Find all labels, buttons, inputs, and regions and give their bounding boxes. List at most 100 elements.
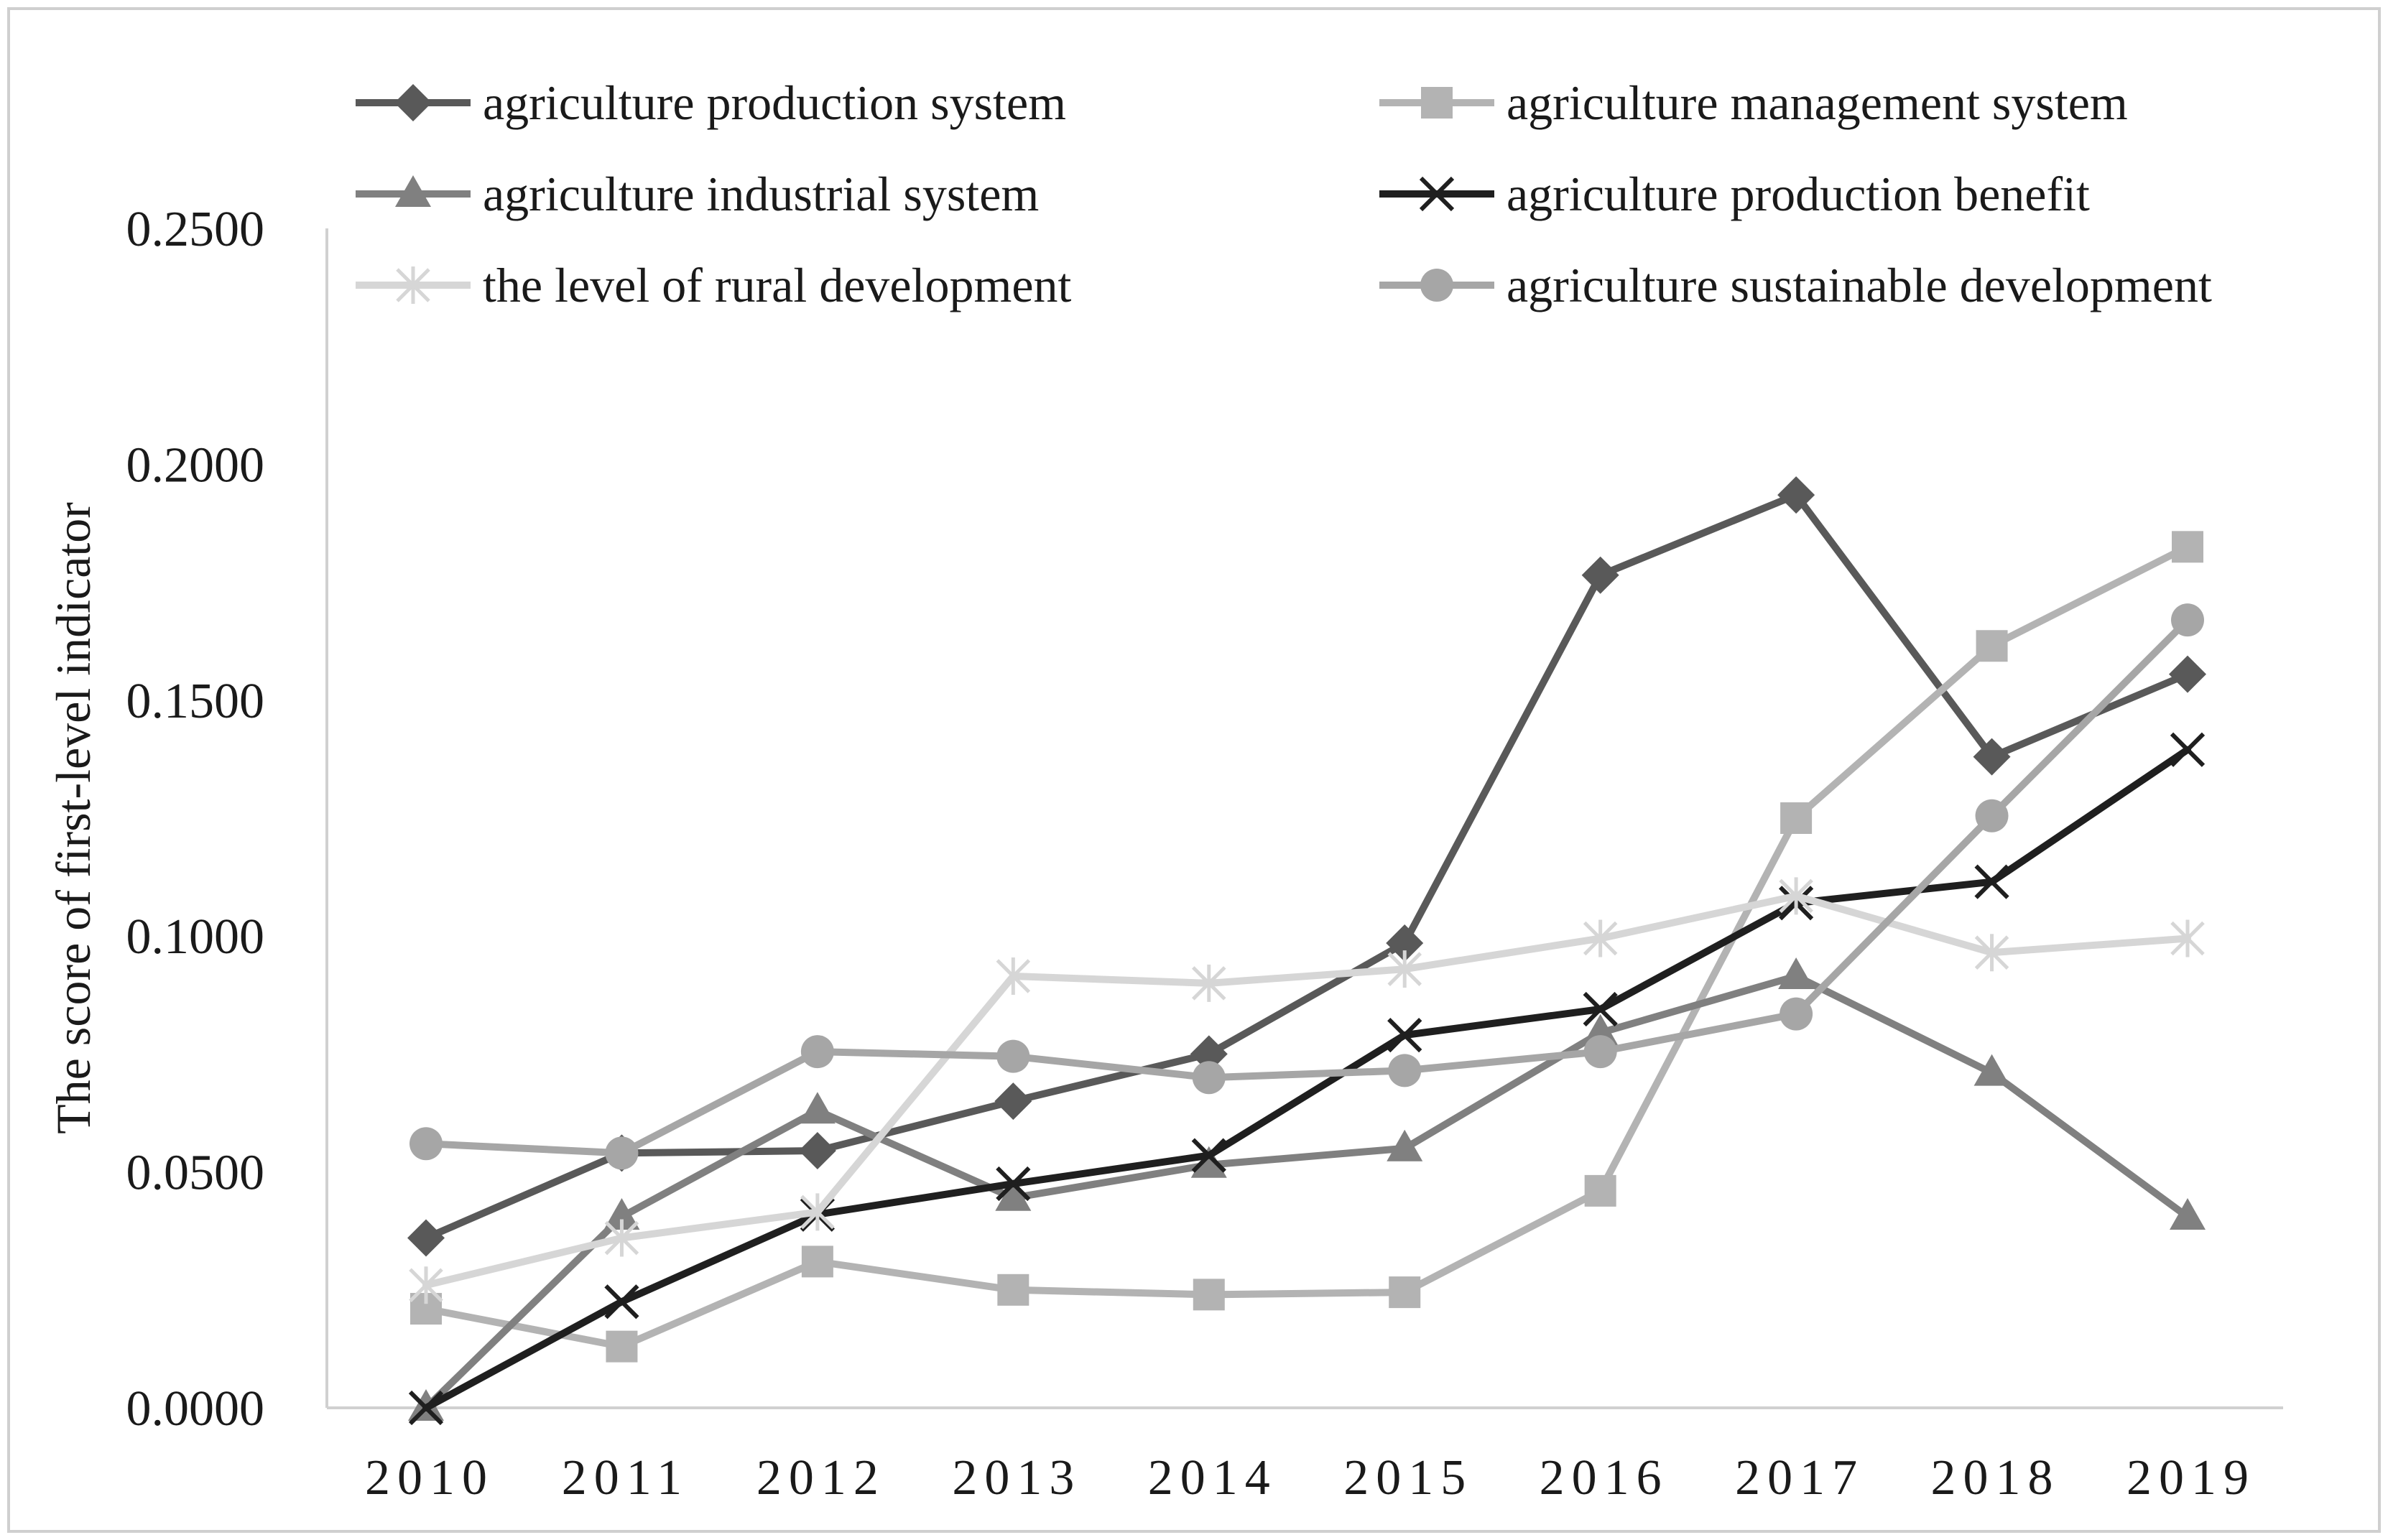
data-point-the-level-of-rural-development — [800, 1193, 835, 1231]
data-point-agriculture-production-benefit — [1974, 864, 2009, 899]
series-the-level-of-rural-development — [409, 877, 2205, 1304]
data-point-agriculture-production-system — [994, 1082, 1032, 1121]
x-tick-label: 2014 — [1148, 1450, 1277, 1506]
data-point-agriculture-production-system — [1386, 924, 1424, 962]
data-point-the-level-of-rural-development — [604, 1219, 639, 1257]
data-point-the-level-of-rural-development — [1583, 919, 1618, 957]
x-tick-label: 2012 — [756, 1450, 886, 1506]
data-point-agriculture-production-benefit — [2170, 732, 2206, 767]
chart-frame — [7, 7, 2381, 1533]
data-point-the-level-of-rural-development — [2170, 919, 2205, 957]
data-point-agriculture-sustainable-development — [1192, 1061, 1226, 1095]
data-point-agriculture-sustainable-development — [996, 1039, 1030, 1073]
data-point-agriculture-industrial-system — [603, 1197, 640, 1230]
series-line-agriculture-production-system — [422, 491, 2191, 1242]
data-point-agriculture-production-benefit — [1191, 1138, 1226, 1173]
x-tick-labels: 2010 2011 2012 2013 2014 2015 2016 2017 2018 2019 — [365, 1450, 2249, 1506]
data-point-agriculture-industrial-system — [1778, 957, 1815, 990]
data-point-agriculture-production-system — [1973, 738, 2011, 776]
data-point-agriculture-production-benefit — [996, 1166, 1031, 1202]
legend-marker-agriculture-production-benefit — [1419, 176, 1455, 212]
data-point-agriculture-management-system — [801, 1246, 833, 1278]
data-point-agriculture-industrial-system — [1973, 1054, 2010, 1086]
data-point-agriculture-production-benefit — [408, 1390, 444, 1426]
data-point-agriculture-sustainable-development — [2171, 603, 2204, 637]
series-line-agriculture-management-system — [422, 543, 2191, 1350]
data-point-agriculture-production-system — [1581, 556, 1619, 594]
y-tick-label: 0.0500 — [126, 1146, 265, 1201]
data-point-the-level-of-rural-development — [1387, 950, 1422, 988]
data-point-agriculture-management-system — [997, 1274, 1029, 1306]
data-point-agriculture-production-system — [1777, 476, 1815, 514]
data-point-the-level-of-rural-development — [1974, 934, 2009, 972]
series-agriculture-production-system — [407, 476, 2206, 1257]
data-point-agriculture-industrial-system — [1387, 1129, 1423, 1161]
data-point-agriculture-sustainable-development — [605, 1136, 639, 1170]
x-tick-label: 2015 — [1343, 1450, 1473, 1506]
data-point-agriculture-production-benefit — [604, 1284, 639, 1319]
series-layer — [407, 476, 2206, 1426]
data-point-agriculture-sustainable-development — [800, 1035, 834, 1069]
legend-label: the level of rural development — [483, 258, 1072, 312]
data-point-the-level-of-rural-development — [996, 957, 1031, 996]
data-point-agriculture-management-system — [1584, 1174, 1616, 1207]
legend-marker-agriculture-production-system — [394, 84, 432, 121]
legend-label: agriculture sustainable development — [1507, 258, 2212, 312]
data-point-agriculture-management-system — [1389, 1276, 1421, 1309]
data-point-the-level-of-rural-development — [1779, 877, 1813, 915]
legend-label: agriculture production system — [483, 75, 1066, 130]
data-point-agriculture-management-system — [1193, 1279, 1225, 1311]
data-point-agriculture-management-system — [2172, 531, 2203, 563]
data-point-agriculture-sustainable-development — [409, 1127, 443, 1161]
series-agriculture-industrial-system — [408, 957, 2206, 1421]
y-tick-labels: 0.0000 0.0500 0.1000 0.1500 0.2000 0.2500 — [126, 202, 265, 1437]
data-point-agriculture-sustainable-development — [1780, 997, 1813, 1031]
series-agriculture-production-benefit — [408, 732, 2206, 1426]
x-tick-label: 2018 — [1931, 1450, 2060, 1506]
data-point-agriculture-industrial-system — [995, 1179, 1032, 1211]
legend-marker-the-level-of-rural-development — [396, 266, 430, 304]
series-agriculture-sustainable-development — [409, 603, 2204, 1170]
legend-label: agriculture production benefit — [1507, 167, 2090, 221]
data-point-agriculture-production-system — [1190, 1035, 1228, 1073]
data-point-agriculture-industrial-system — [2170, 1197, 2206, 1230]
legend-item-agriculture-production-benefit: agriculture production benefit — [1379, 167, 2090, 221]
x-tick-label: 2010 — [365, 1450, 494, 1506]
x-tick-label: 2013 — [952, 1450, 1081, 1506]
data-point-agriculture-sustainable-development — [1583, 1035, 1617, 1069]
legend-marker-agriculture-industrial-system — [395, 175, 431, 207]
legend: agriculture production system agriculture… — [356, 75, 2212, 312]
y-tick-label: 0.2500 — [126, 202, 265, 257]
series-agriculture-management-system — [410, 531, 2203, 1363]
legend-item-agriculture-sustainable-development: agriculture sustainable development — [1379, 258, 2212, 312]
y-tick-label: 0.1000 — [126, 909, 265, 965]
legend-label: agriculture management system — [1507, 75, 2128, 130]
data-point-agriculture-management-system — [1780, 802, 1813, 834]
data-point-agriculture-industrial-system — [799, 1092, 836, 1124]
series-line-the-level-of-rural-development — [422, 892, 2191, 1289]
legend-item-agriculture-production-system: agriculture production system — [356, 75, 1066, 130]
legend-item-the-level-of-rural-development: the level of rural development — [356, 258, 1072, 312]
series-line-agriculture-industrial-system — [422, 973, 2191, 1411]
y-tick-label: 0.0000 — [126, 1381, 265, 1437]
data-point-agriculture-production-system — [798, 1132, 836, 1170]
data-point-the-level-of-rural-development — [1192, 964, 1226, 1002]
data-point-agriculture-production-system — [407, 1219, 445, 1257]
data-point-agriculture-management-system — [1976, 630, 2008, 662]
legend-item-agriculture-management-system: agriculture management system — [1379, 75, 2128, 130]
legend-marker-agriculture-sustainable-development — [1420, 269, 1453, 302]
data-point-agriculture-management-system — [606, 1330, 638, 1363]
legend-label: agriculture industrial system — [483, 167, 1039, 221]
data-point-the-level-of-rural-development — [409, 1266, 443, 1304]
legend-marker-agriculture-management-system — [1421, 87, 1453, 119]
data-point-agriculture-sustainable-development — [1388, 1054, 1422, 1087]
data-point-agriculture-industrial-system — [1190, 1146, 1227, 1178]
data-point-agriculture-production-benefit — [1387, 1018, 1422, 1053]
data-point-agriculture-production-benefit — [1583, 991, 1618, 1027]
data-point-agriculture-sustainable-development — [1975, 799, 2009, 832]
x-tick-label: 2011 — [562, 1450, 689, 1506]
legend-item-agriculture-industrial-system: agriculture industrial system — [356, 167, 1039, 221]
series-line-agriculture-sustainable-development — [422, 616, 2191, 1157]
x-tick-label: 2016 — [1540, 1450, 1669, 1506]
